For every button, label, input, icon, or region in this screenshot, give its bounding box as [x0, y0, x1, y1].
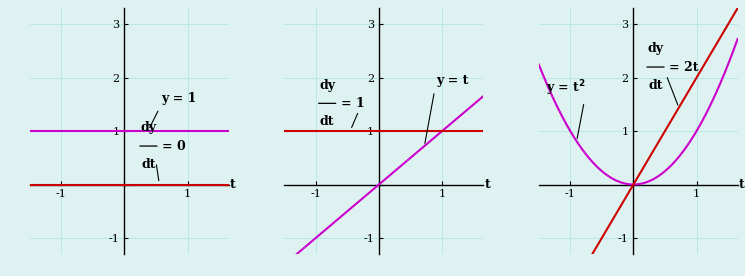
Text: dt: dt	[648, 79, 663, 92]
Text: = 1: = 1	[341, 97, 365, 110]
Text: dt: dt	[320, 115, 335, 128]
Text: t: t	[739, 178, 744, 191]
Text: t: t	[230, 178, 235, 191]
Text: dy: dy	[319, 79, 335, 92]
Text: = 0: = 0	[162, 140, 186, 153]
Text: y = t$^{\mathbf{2}}$: y = t$^{\mathbf{2}}$	[546, 78, 586, 98]
Text: dy: dy	[647, 42, 664, 55]
Text: dy: dy	[141, 121, 156, 134]
Text: y = t: y = t	[436, 74, 468, 87]
Text: = 2t: = 2t	[670, 60, 699, 73]
Text: t: t	[484, 178, 490, 191]
Text: y = 1: y = 1	[161, 92, 197, 105]
Text: dt: dt	[142, 158, 156, 171]
